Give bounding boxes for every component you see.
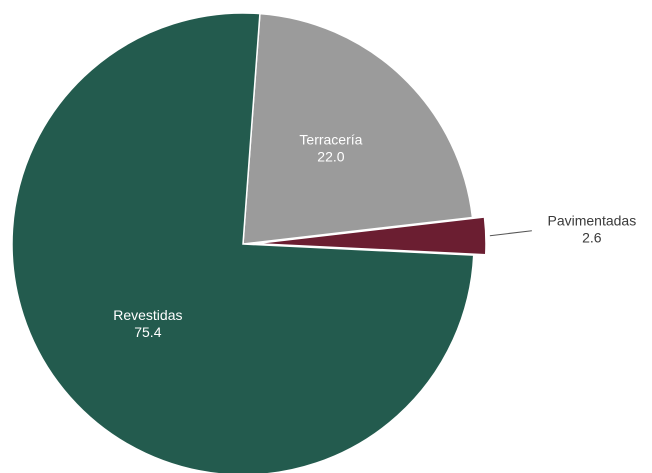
pie-slice-terracer-a [242,12,474,245]
slice-value-label: 2.6 [582,230,602,246]
pie-slice-pavimentadas [254,216,487,256]
slice-label: Terracería [299,131,362,147]
slice-value-label: 22.0 [317,148,344,164]
leader-line [489,230,532,237]
pie-slices [11,12,487,473]
pie-slice-revestidas [11,12,475,473]
slice-value-label: 75.4 [134,324,161,340]
slice-label: Revestidas [113,307,182,323]
slice-label: Pavimentadas [548,213,637,229]
